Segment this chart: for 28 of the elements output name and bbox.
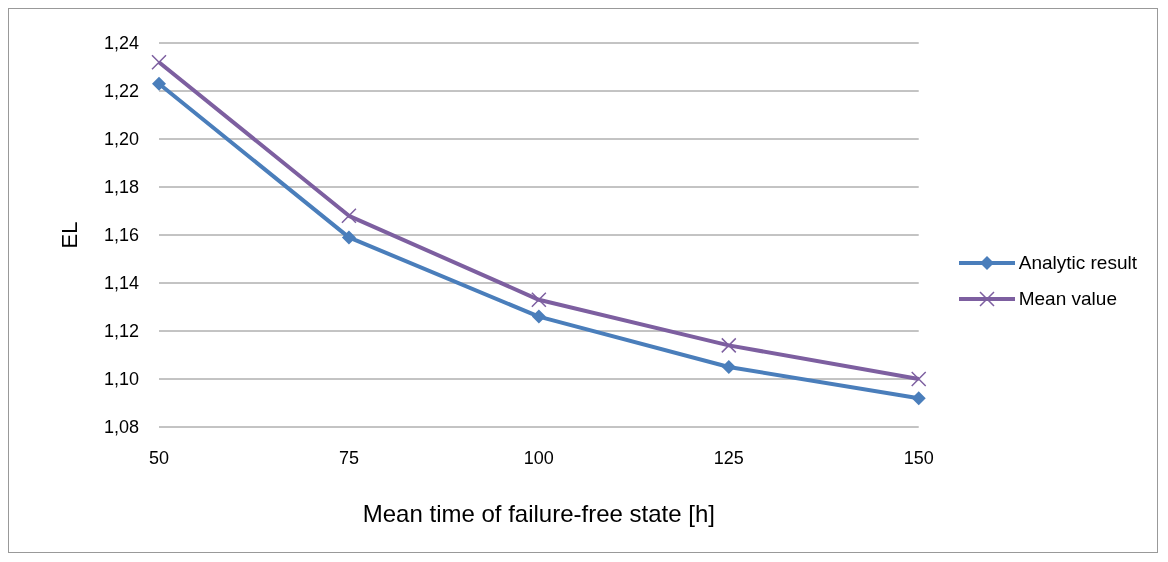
point bbox=[721, 337, 737, 354]
y-tick-label: 1,24 bbox=[103, 33, 139, 54]
legend-label: Analytic result bbox=[1018, 251, 1137, 274]
point bbox=[531, 309, 546, 324]
y-axis-title: EL bbox=[56, 221, 82, 249]
y-tick-label: 1,16 bbox=[103, 225, 139, 246]
y-tick-label: 1,20 bbox=[103, 129, 139, 150]
point bbox=[911, 391, 926, 406]
y-tick-label: 1,14 bbox=[103, 273, 139, 294]
point bbox=[910, 371, 927, 387]
legend-label: Mean value bbox=[1018, 287, 1117, 310]
y-tick-label: 1,08 bbox=[103, 417, 139, 438]
y-tick-label: 1,22 bbox=[103, 81, 139, 102]
x-axis-title: Mean time of failure-free state [h] bbox=[362, 500, 715, 527]
x-tick-label: 150 bbox=[903, 447, 934, 468]
x-tick-label: 125 bbox=[713, 447, 744, 468]
y-tick-label: 1,18 bbox=[103, 177, 139, 198]
y-tick-label: 1,10 bbox=[103, 369, 139, 390]
point bbox=[531, 292, 547, 308]
point bbox=[152, 76, 166, 91]
point bbox=[341, 230, 356, 245]
point bbox=[721, 360, 736, 374]
point bbox=[341, 208, 357, 224]
x-tick-label: 100 bbox=[523, 447, 554, 468]
x-tick-label: 50 bbox=[148, 447, 170, 468]
point bbox=[151, 54, 167, 70]
y-tick-label: 1,12 bbox=[103, 321, 139, 342]
x-tick-label: 75 bbox=[338, 447, 359, 468]
